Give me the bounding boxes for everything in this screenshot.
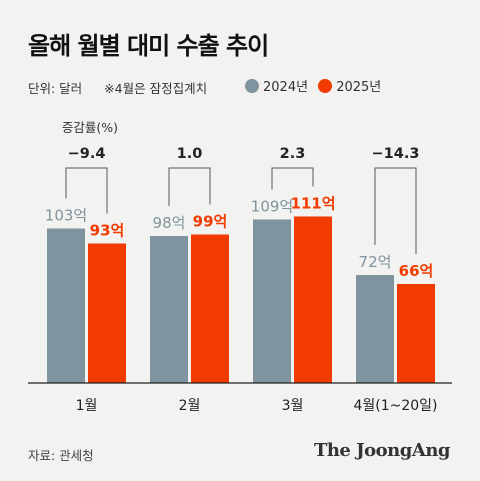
legend-item-2024: 2024년 — [245, 76, 308, 95]
growth-bracket — [374, 167, 417, 254]
source-note: 자료: 관세청 — [28, 448, 94, 463]
category-label: 2월 — [179, 398, 201, 414]
category-label: 3월 — [282, 398, 304, 414]
bar-2025 — [397, 284, 435, 383]
bar-value-label: 98억 — [153, 214, 186, 232]
legend-label-2025: 2025년 — [336, 80, 382, 95]
chart-meta: 단위: 달러 ※4월은 잠정집계치 — [28, 78, 225, 97]
chart-title: 올해 월별 대미 수출 추이 — [28, 32, 269, 60]
bar-2024 — [150, 236, 188, 383]
category-label: 4월(1~20일) — [353, 398, 437, 414]
growth-bracket — [65, 167, 108, 214]
bar-2024 — [356, 275, 394, 383]
bar-value-label: 72억 — [359, 253, 392, 271]
bar-value-label: 93억 — [90, 222, 125, 240]
unit-note: 단위: 달러 — [28, 81, 83, 96]
provisional-note: ※4월은 잠정집계치 — [104, 81, 208, 96]
growth-value: −14.3 — [372, 146, 420, 162]
bar-value-label: 103억 — [45, 207, 87, 225]
growth-value: −9.4 — [68, 146, 106, 162]
growth-bracket — [168, 167, 211, 206]
publisher-logo: The JoongAng — [313, 440, 451, 461]
bar-value-label: 99억 — [193, 213, 228, 231]
category-label: 1월 — [76, 398, 98, 414]
growth-title: 증감률(%) — [62, 120, 118, 135]
legend-swatch-2024 — [245, 78, 259, 93]
bar-value-label: 109억 — [251, 198, 293, 216]
bar-2025 — [88, 243, 126, 383]
growth-value: 2.3 — [280, 146, 306, 162]
growth-bracket — [271, 167, 314, 190]
bar-2025 — [294, 216, 332, 383]
bar-2025 — [191, 234, 229, 383]
legend-item-2025: 2025년 — [318, 76, 381, 95]
legend: 2024년 2025년 — [245, 76, 387, 97]
bar-2024 — [47, 228, 85, 383]
bar-2024 — [253, 219, 291, 383]
bar-value-label: 111억 — [290, 195, 335, 213]
growth-value: 1.0 — [177, 146, 203, 162]
legend-label-2024: 2024년 — [263, 80, 309, 95]
bar-value-label: 66억 — [399, 262, 434, 280]
legend-swatch-2025 — [318, 78, 333, 93]
